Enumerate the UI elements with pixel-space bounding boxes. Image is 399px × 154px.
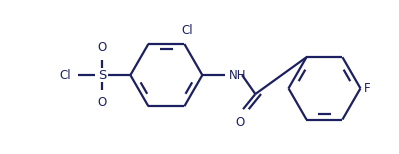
Text: O: O	[97, 96, 107, 109]
Text: O: O	[97, 41, 107, 54]
Text: NH: NH	[229, 69, 246, 82]
Text: S: S	[98, 69, 106, 82]
Text: Cl: Cl	[59, 69, 71, 82]
Text: O: O	[235, 116, 245, 129]
Text: Cl: Cl	[182, 24, 193, 37]
Text: F: F	[364, 82, 371, 95]
